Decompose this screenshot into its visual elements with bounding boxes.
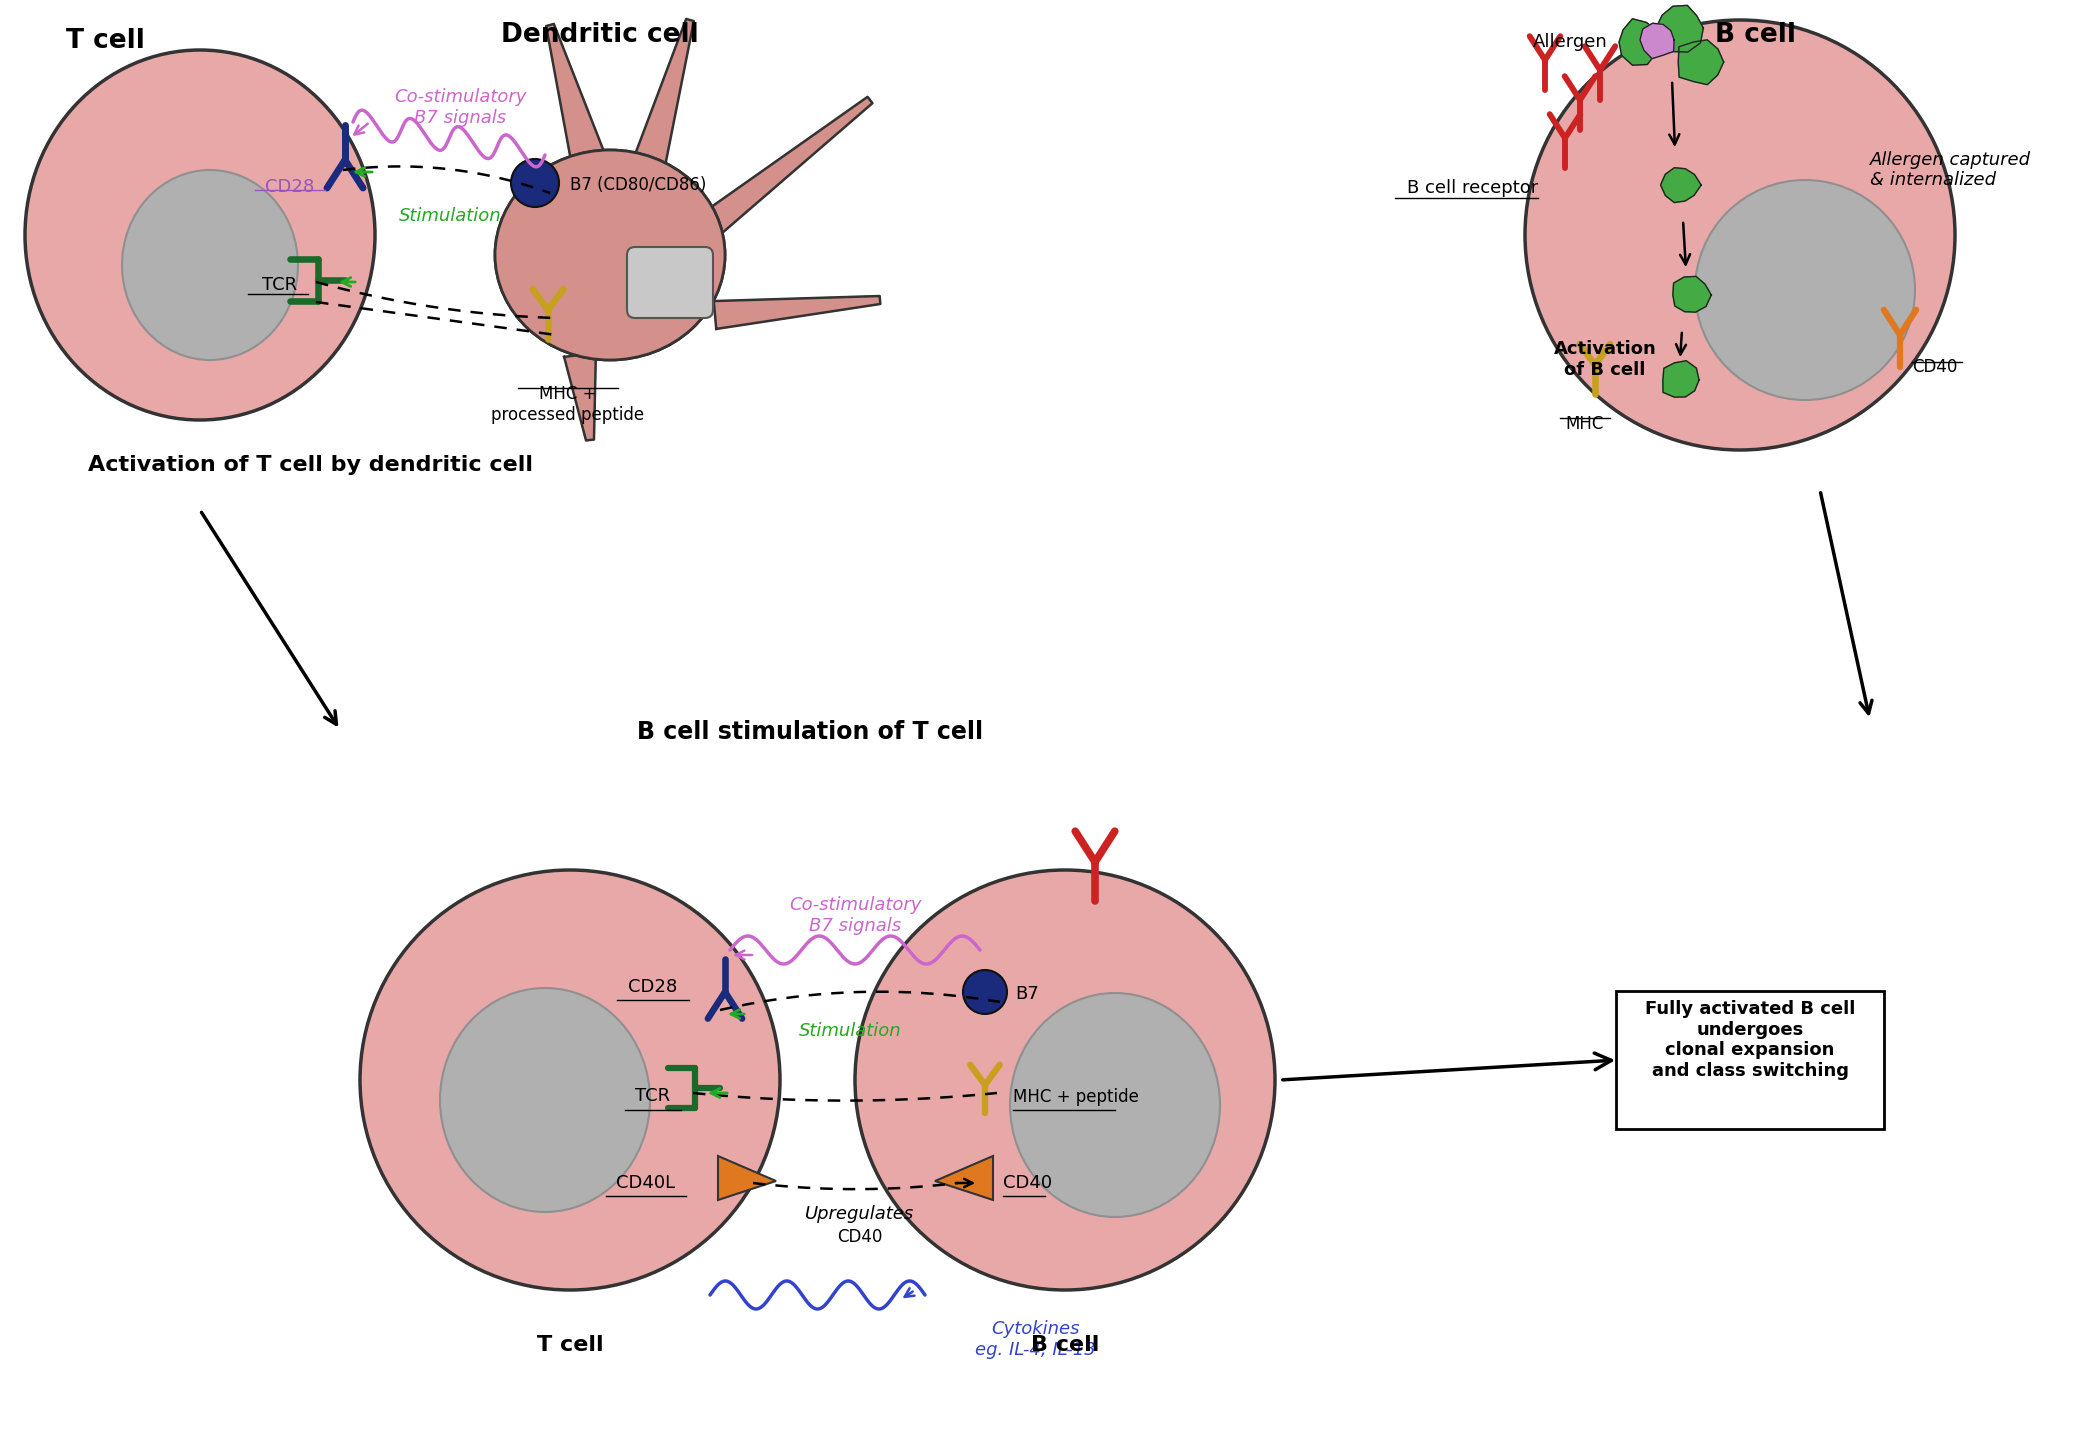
Polygon shape <box>547 24 608 170</box>
Ellipse shape <box>440 988 650 1212</box>
Text: CD40L: CD40L <box>616 1174 675 1192</box>
Text: B cell receptor: B cell receptor <box>1406 179 1538 197</box>
Text: Fully activated B cell
undergoes
clonal expansion
and class switching: Fully activated B cell undergoes clonal … <box>1645 999 1855 1080</box>
Polygon shape <box>715 297 880 328</box>
Text: Co-stimulatory
B7 signals: Co-stimulatory B7 signals <box>394 88 526 127</box>
Polygon shape <box>935 1156 994 1200</box>
Ellipse shape <box>361 870 780 1290</box>
Ellipse shape <box>495 150 725 360</box>
Ellipse shape <box>122 170 298 360</box>
Text: Upregulates: Upregulates <box>805 1205 914 1223</box>
Polygon shape <box>719 1156 776 1200</box>
Text: CD40: CD40 <box>1912 359 1958 376</box>
Text: Cytokines
eg. IL-4, IL-13: Cytokines eg. IL-4, IL-13 <box>975 1320 1096 1359</box>
Text: B cell: B cell <box>1715 22 1796 48</box>
Ellipse shape <box>1696 180 1916 400</box>
Ellipse shape <box>1526 20 1956 451</box>
Text: B cell: B cell <box>1031 1335 1098 1355</box>
Text: B cell stimulation of T cell: B cell stimulation of T cell <box>637 720 983 744</box>
Text: MHC +
processed peptide: MHC + processed peptide <box>490 384 646 423</box>
Circle shape <box>962 971 1006 1014</box>
Text: Stimulation: Stimulation <box>398 207 501 225</box>
Text: CD40: CD40 <box>1004 1174 1052 1192</box>
Polygon shape <box>1639 23 1675 59</box>
Text: T cell: T cell <box>537 1335 604 1355</box>
Circle shape <box>511 158 560 207</box>
Polygon shape <box>702 96 872 236</box>
Text: Stimulation: Stimulation <box>799 1022 901 1040</box>
Text: Dendritic cell: Dendritic cell <box>501 22 698 48</box>
Polygon shape <box>564 353 595 441</box>
Text: Co-stimulatory
B7 signals: Co-stimulatory B7 signals <box>788 896 920 935</box>
Text: MHC: MHC <box>1566 415 1603 433</box>
Text: Allergen: Allergen <box>1534 33 1608 50</box>
Text: T cell: T cell <box>65 27 145 55</box>
Ellipse shape <box>855 870 1274 1290</box>
Polygon shape <box>1656 6 1704 52</box>
Ellipse shape <box>495 150 725 360</box>
Text: Allergen captured
& internalized: Allergen captured & internalized <box>1870 151 2031 190</box>
Text: B7: B7 <box>1014 985 1040 1004</box>
FancyBboxPatch shape <box>627 248 713 318</box>
Text: B7 (CD80/CD86): B7 (CD80/CD86) <box>570 176 706 194</box>
Polygon shape <box>1618 19 1664 65</box>
Text: TCR: TCR <box>262 276 298 294</box>
Text: Activation
of B cell: Activation of B cell <box>1553 340 1656 379</box>
Polygon shape <box>1662 361 1700 397</box>
Text: CD28: CD28 <box>629 978 677 996</box>
Text: Activation of T cell by dendritic cell: Activation of T cell by dendritic cell <box>88 455 532 475</box>
Text: MHC + peptide: MHC + peptide <box>1012 1089 1138 1106</box>
Ellipse shape <box>25 50 375 420</box>
Text: CD40: CD40 <box>836 1228 882 1246</box>
Text: TCR: TCR <box>635 1087 671 1104</box>
Ellipse shape <box>1010 994 1220 1217</box>
Polygon shape <box>1673 276 1710 312</box>
Polygon shape <box>1679 40 1723 85</box>
FancyBboxPatch shape <box>1616 991 1884 1129</box>
Polygon shape <box>635 19 694 164</box>
Polygon shape <box>1660 167 1702 203</box>
Text: CD28: CD28 <box>266 179 314 196</box>
